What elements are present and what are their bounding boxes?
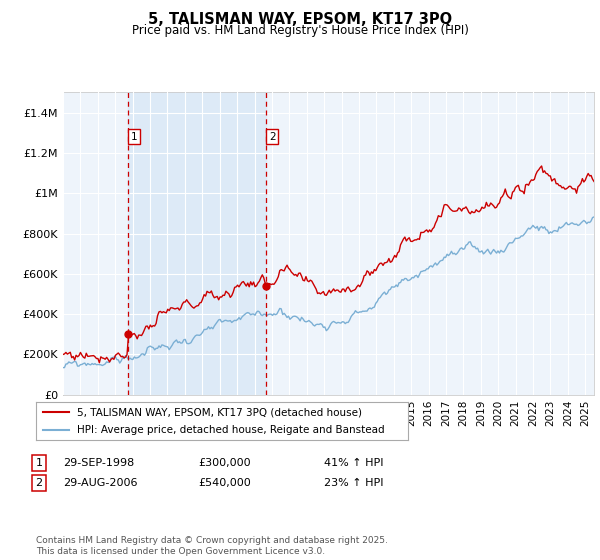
Bar: [128, 92, 266, 395]
Text: 5, TALISMAN WAY, EPSOM, KT17 3PQ (detached house): 5, TALISMAN WAY, EPSOM, KT17 3PQ (detach…: [77, 407, 362, 417]
Text: 29-AUG-2006: 29-AUG-2006: [63, 478, 137, 488]
Text: Contains HM Land Registry data © Crown copyright and database right 2025.
This d: Contains HM Land Registry data © Crown c…: [36, 536, 388, 556]
Text: Price paid vs. HM Land Registry's House Price Index (HPI): Price paid vs. HM Land Registry's House …: [131, 24, 469, 36]
Text: 1: 1: [131, 132, 137, 142]
Text: 5, TALISMAN WAY, EPSOM, KT17 3PQ: 5, TALISMAN WAY, EPSOM, KT17 3PQ: [148, 12, 452, 27]
Text: 2: 2: [35, 478, 43, 488]
Text: 2: 2: [269, 132, 275, 142]
Text: HPI: Average price, detached house, Reigate and Banstead: HPI: Average price, detached house, Reig…: [77, 426, 385, 436]
Text: 1: 1: [35, 458, 43, 468]
Text: 23% ↑ HPI: 23% ↑ HPI: [324, 478, 383, 488]
Text: 29-SEP-1998: 29-SEP-1998: [63, 458, 134, 468]
Text: £300,000: £300,000: [198, 458, 251, 468]
Text: £540,000: £540,000: [198, 478, 251, 488]
Text: 41% ↑ HPI: 41% ↑ HPI: [324, 458, 383, 468]
